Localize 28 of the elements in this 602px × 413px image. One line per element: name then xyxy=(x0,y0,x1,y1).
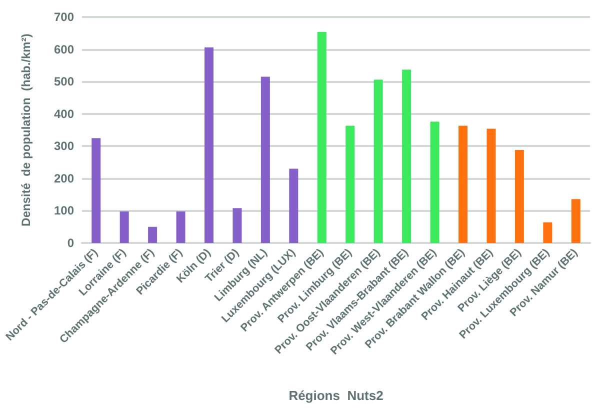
bar xyxy=(402,70,412,243)
y-tick-label: 600 xyxy=(54,42,74,56)
bar xyxy=(430,122,440,243)
y-tick-label: 400 xyxy=(54,106,74,121)
bar xyxy=(148,226,158,243)
x-axis-title: Régions Nuts2 xyxy=(288,388,384,403)
y-axis-title: Densité de population (hab./km²) xyxy=(19,34,33,226)
bar xyxy=(317,32,326,243)
bar xyxy=(458,126,468,243)
y-tick-label: 0 xyxy=(67,236,74,250)
bar xyxy=(571,199,580,243)
y-tick-label: 700 xyxy=(54,10,74,24)
bar xyxy=(543,222,552,243)
y-tick-label: 300 xyxy=(54,139,74,154)
bar xyxy=(92,138,101,243)
bar xyxy=(374,80,383,243)
y-tick-label: 200 xyxy=(54,171,74,186)
y-tick-label: 100 xyxy=(54,204,74,218)
bar xyxy=(289,168,298,243)
bar xyxy=(514,150,524,243)
bar xyxy=(346,126,355,243)
bar xyxy=(232,208,242,243)
bar xyxy=(486,128,496,243)
y-tick-label: 500 xyxy=(54,74,74,89)
bar xyxy=(260,76,270,243)
bar xyxy=(204,47,214,243)
bar xyxy=(176,211,186,243)
bar xyxy=(120,211,129,243)
